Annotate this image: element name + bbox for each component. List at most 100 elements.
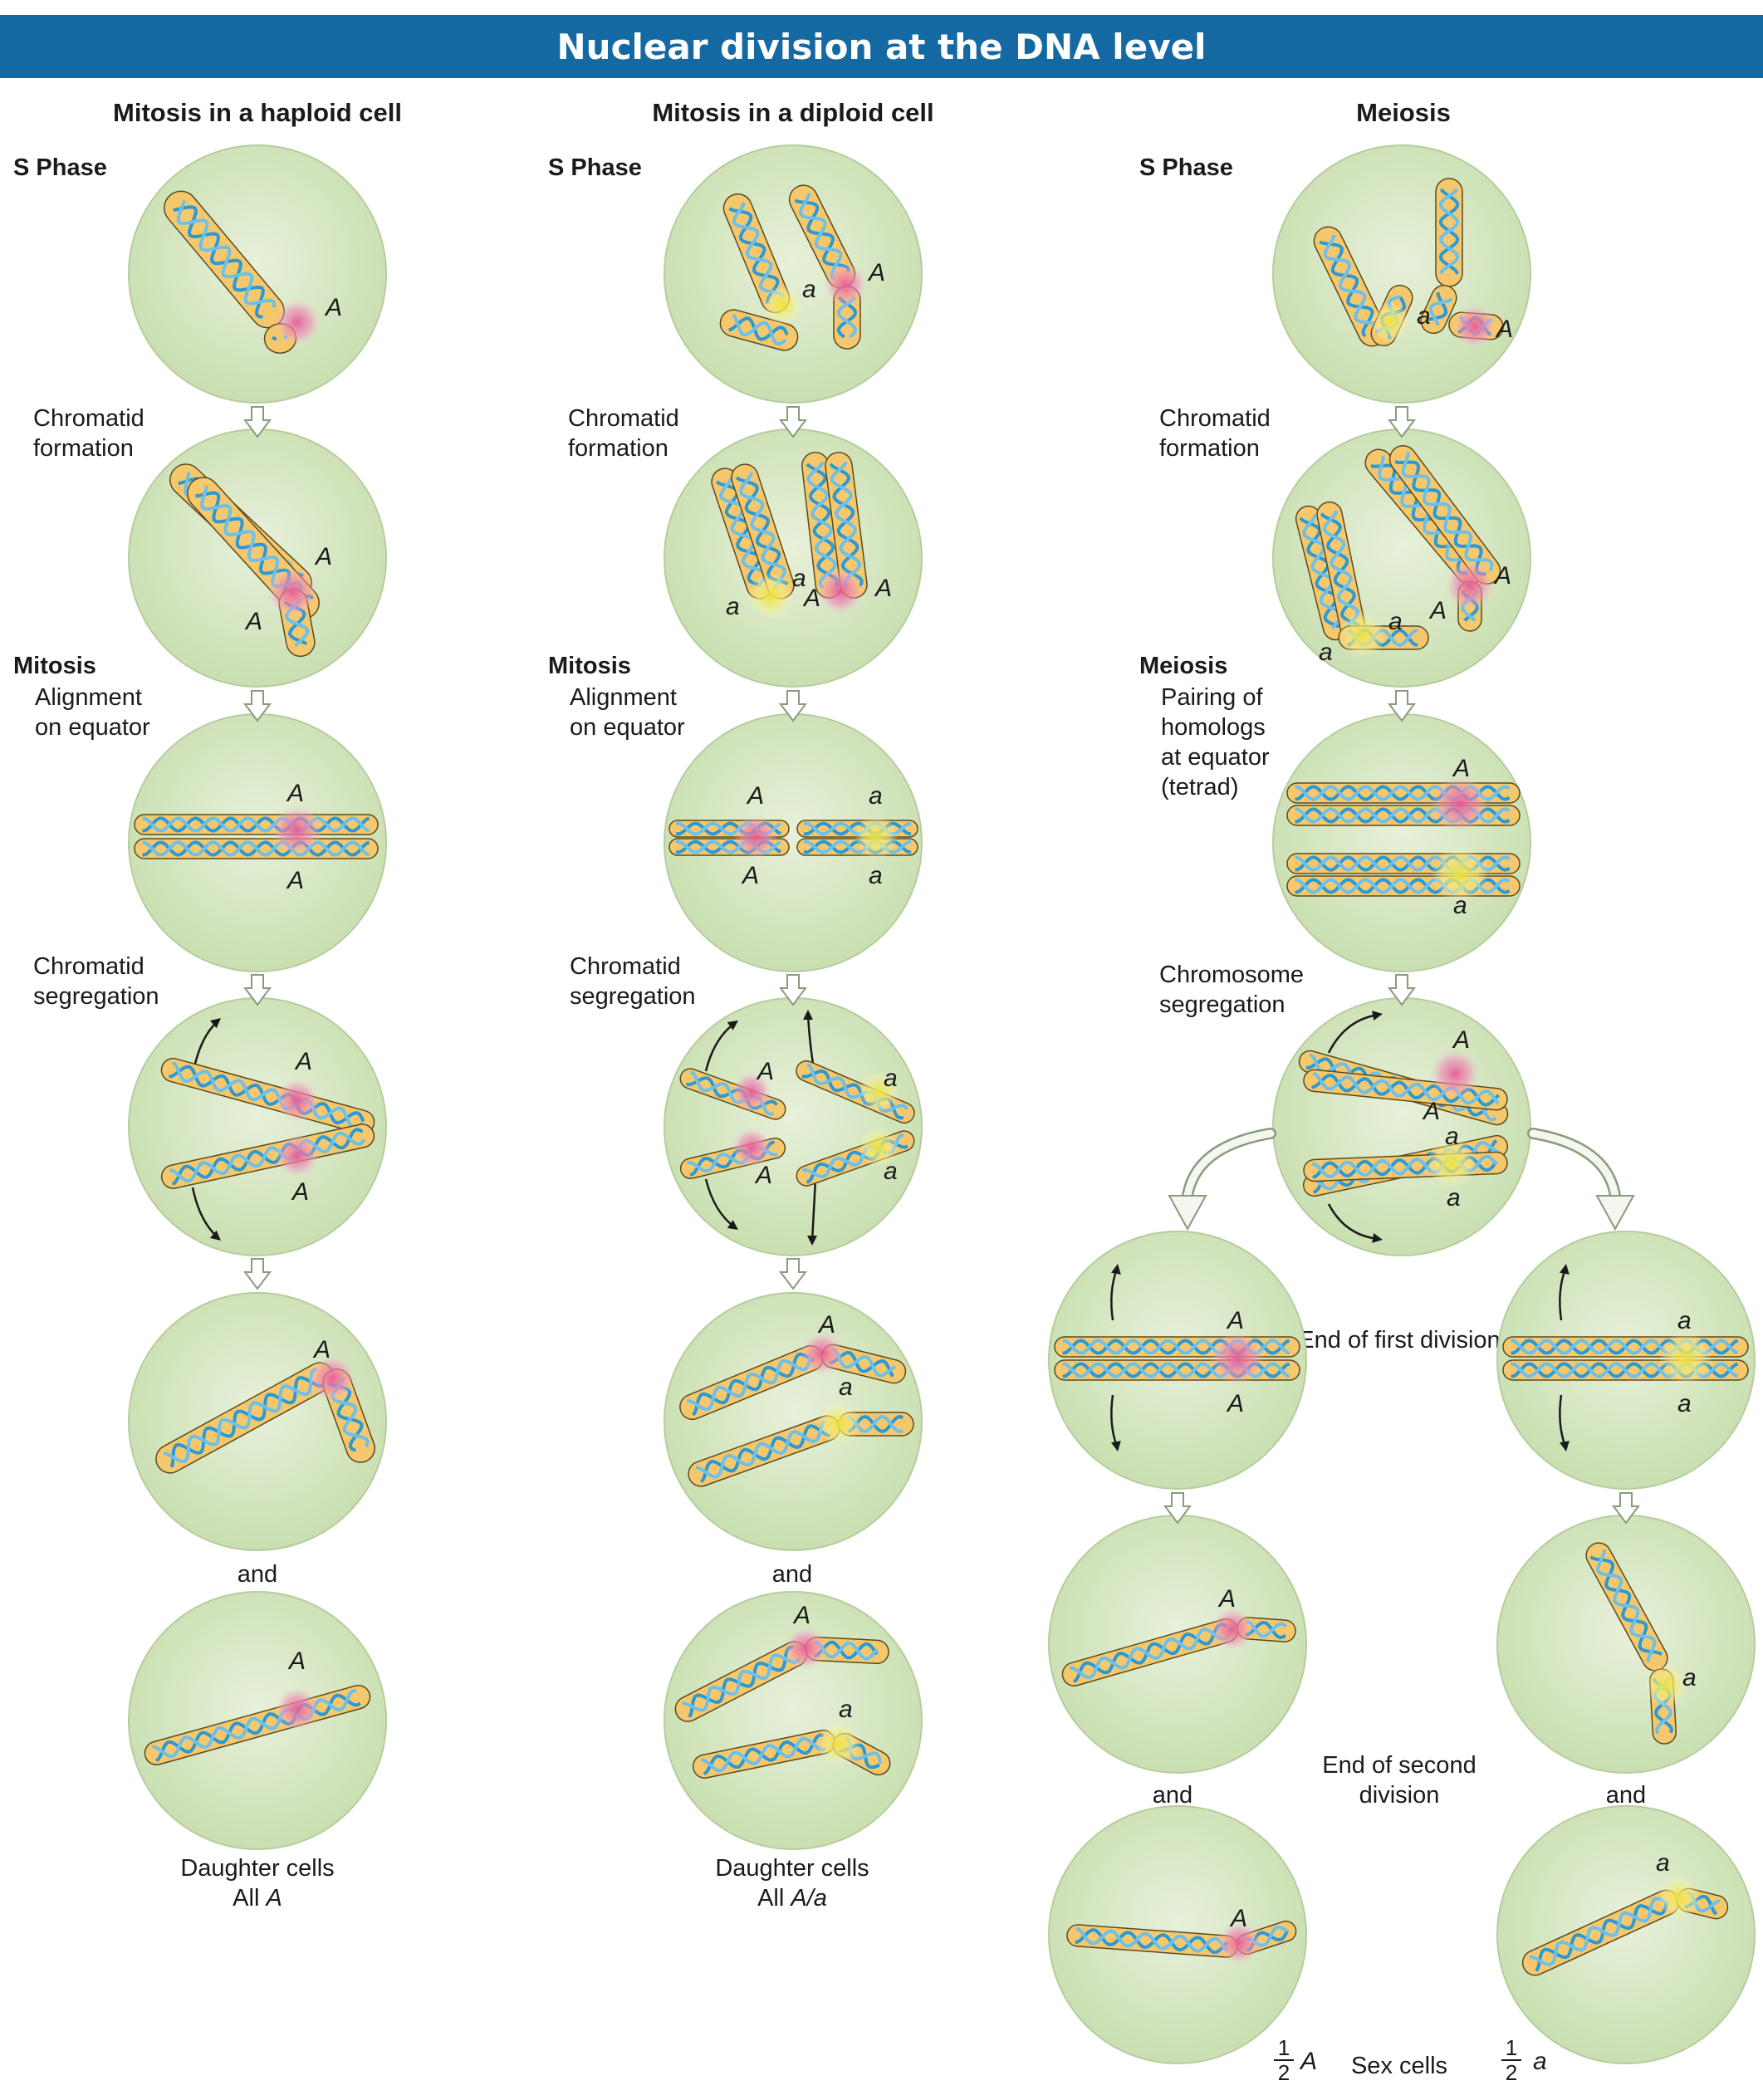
diploid-c6-chromatid-3 [692, 1730, 836, 1779]
diploid-c3-allele-a-bottom: a [869, 862, 883, 889]
diploid-c4-centromere-A-top [732, 1072, 771, 1112]
haploid-c3-allele-top: A [286, 780, 304, 807]
meiosis-split-arrow-right-head [1595, 1195, 1635, 1231]
haploid-and-label: and [237, 1561, 278, 1588]
haploid-c6-allele: A [287, 1647, 306, 1675]
end-first-division-label: End of first division [1298, 1327, 1501, 1353]
haploid-s-phase-label: S Phase [13, 154, 107, 181]
meiosis-r1-arrowhead-down [1560, 1441, 1570, 1451]
haploid-c4-chromatid-bottom-strand-1 [171, 1128, 364, 1186]
meiosis-c4-centromere-a [1427, 1138, 1477, 1187]
sex-cells-label: Sex cells [1350, 2053, 1448, 2079]
haploid-c1-chromatid-a [164, 190, 285, 329]
meiosis-c2-chromatid-2-strand-2 [1322, 510, 1360, 632]
diploid-c1-allele-A: A [867, 259, 885, 286]
diploid-c1-allele-a: a [802, 276, 816, 303]
diploid-c4-move-down-right [810, 1178, 817, 1242]
diploid-arrow-1 [779, 406, 807, 438]
diploid-c3-allele-A-bottom: A [741, 862, 759, 889]
diploid-cell-6 [664, 1591, 923, 1850]
diploid-and-label: and [771, 1561, 813, 1588]
meiosis-l1-allele-bottom: A [1226, 1390, 1244, 1417]
diploid-c2-allele-A-right: A [874, 575, 892, 602]
haploid-c1-chromatid-b-strand-1 [272, 335, 277, 341]
meiosis-split-arrow-right-fill [1529, 1129, 1619, 1200]
haploid-c3-allele-bottom: A [286, 867, 304, 894]
meiosis-arrow-2 [1388, 690, 1416, 722]
meiosis-c3-centromere-A [1432, 776, 1488, 832]
fraction-right-den: 2 [1505, 2060, 1518, 2085]
meiosis-r1-arrowhead-up [1560, 1264, 1570, 1275]
haploid-c2-allele-bottom: A [244, 608, 262, 635]
meiosis-chromatid-formation-label: Chromatid formation [1159, 405, 1271, 462]
diploid-s-phase-label: S Phase [548, 154, 642, 181]
haploid-c4-allele-top: A [294, 1048, 312, 1075]
haploid-c4-allele-bottom: A [291, 1178, 309, 1206]
meiosis-c4-arrowhead-up [1372, 1011, 1383, 1021]
diploid-cell-4 [664, 997, 923, 1256]
diploid-c4-chromatid-3-strand-2 [806, 1063, 908, 1114]
diploid-c2-centromere-A [817, 568, 864, 614]
meiosis-c1-chromatid-4 [1420, 284, 1457, 335]
diploid-c5-chromatid-1 [679, 1344, 824, 1421]
meiosis-c4-allele-A-top: A [1452, 1026, 1470, 1054]
meiosis-l2-centromere [1211, 1608, 1254, 1651]
diploid-c6-chromatid-1-strand-1 [688, 1645, 794, 1718]
diploid-c2-chromatid-3-strand-2 [806, 461, 837, 589]
meiosis-arrow-3 [1388, 974, 1416, 1006]
haploid-c4-centromere-top [276, 1079, 319, 1122]
meiosis-c1-chromatid-3-strand-2 [1438, 188, 1460, 275]
meiosis-r2-chromatid-1-strand-2 [1596, 1549, 1657, 1662]
meiosis-pairing-label: Pairing of homologs at equator (tetrad) [1161, 684, 1270, 800]
chromosomes-layer [134, 178, 1749, 1976]
haploid-c1-chromatid-a-strand-1 [173, 205, 265, 319]
meiosis-right-cell-2 [1496, 1515, 1756, 1774]
diploid-c2-allele-a-right: a [792, 565, 806, 592]
diploid-c5-chromatid-3-strand-2 [695, 1419, 826, 1479]
diploid-c1-chromatid-2-body [719, 309, 799, 351]
meiosis-c3-allele-A: A [1452, 755, 1470, 782]
meiosis-c2-allele-a-left: a [1319, 639, 1333, 666]
haploid-c3-chromatid-top [134, 814, 379, 835]
diploid-arrow-3 [779, 974, 807, 1006]
diploid-segregation-label: Chromatid segregation [570, 953, 696, 1010]
meiosis-c4-centromere-A [1430, 1049, 1480, 1099]
diploid-c6-chromatid-3-strand-1 [703, 1733, 824, 1776]
meiosis-c4-allele-a-top: a [1445, 1123, 1459, 1150]
fraction-right-num: 1 [1501, 2036, 1521, 2061]
diploid-c4-centromere-a-bottom [859, 1128, 899, 1167]
meiosis-c1-chromatid-4-body [1420, 284, 1457, 335]
meiosis-c2-chromatid-1 [1295, 505, 1349, 641]
haploid-c5-allele: A [312, 1336, 331, 1363]
diploid-c2-chromatid-1-strand-2 [719, 476, 767, 587]
haploid-c4-chromatid-top-strand-2 [171, 1060, 365, 1129]
meiosis-r3-chromatid-1-strand-2 [1529, 1897, 1668, 1967]
meiosis-c4-allele-a-bottom: a [1447, 1184, 1461, 1212]
diploid-daughter-label: Daughter cells All A/a [668, 1853, 917, 1913]
haploid-c3-centromere [272, 805, 321, 855]
meiosis-l1-arrowhead-up [1111, 1264, 1121, 1275]
title-banner: Nuclear division at the DNA level [0, 15, 1763, 78]
diploid-c6-chromatid-1-body [674, 1641, 808, 1722]
haploid-c4-chromatid-bottom-body [160, 1123, 375, 1189]
meiosis-right-arrow [1612, 1492, 1640, 1525]
diploid-c6-centromere-a [817, 1722, 860, 1765]
haploid-c6-centromere [276, 1687, 319, 1730]
diploid-c6-chromatid-1-strand-2 [682, 1653, 801, 1712]
meiosis-and-right-label: and [1605, 1782, 1647, 1809]
haploid-chromatid-formation-label: Chromatid formation [33, 405, 144, 462]
haploid-c5-chromatid-1-strand-2 [163, 1368, 317, 1463]
meiosis-r3-chromatid-1 [1521, 1889, 1680, 1976]
meiosis-c1-allele-a: a [1417, 302, 1431, 330]
diploid-c6-allele-a: a [839, 1696, 853, 1723]
diploid-c6-chromatid-3-body [692, 1730, 836, 1779]
meiosis-c2-chromatid-5 [1388, 445, 1501, 585]
meiosis-r2-centromere [1644, 1664, 1687, 1707]
diploid-daughter-result: All A/a [668, 1883, 917, 1913]
diploid-c4-allele-A-top: A [756, 1058, 774, 1085]
diploid-c2-centromere-a [747, 573, 794, 619]
fraction-left-allele: A [1300, 2048, 1318, 2075]
meiosis-r1-allele-top: a [1677, 1307, 1692, 1334]
haploid-c1-chromatid-a-strand-2 [176, 200, 277, 308]
